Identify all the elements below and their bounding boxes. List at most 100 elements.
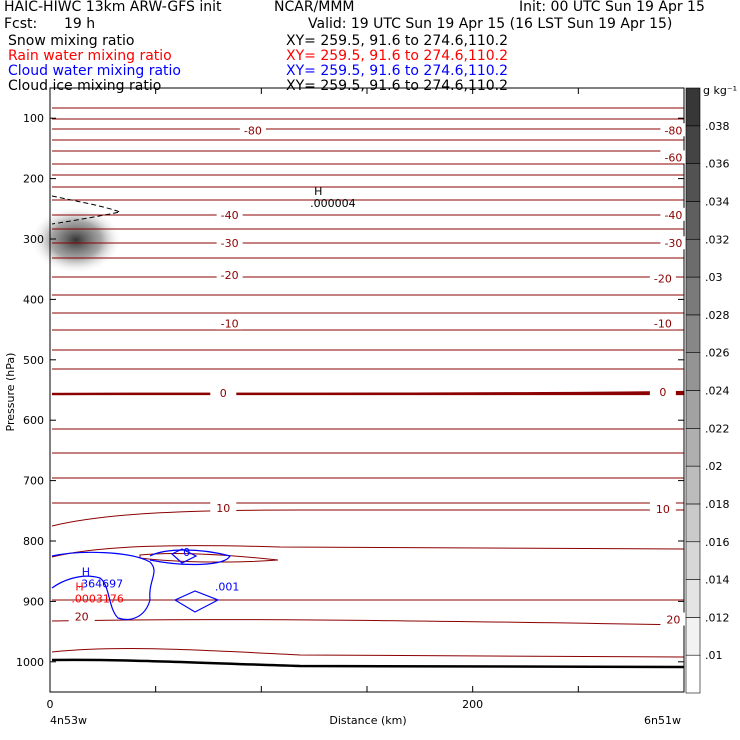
isotherm-line xyxy=(51,509,684,527)
colorbar-tick-label: .018 xyxy=(705,498,730,511)
isotherm-label-bg xyxy=(649,501,676,515)
isotherms xyxy=(51,107,685,658)
colorbar-cell xyxy=(685,428,701,467)
isotherm-label-bg xyxy=(68,609,95,623)
fcst-label: Fcst: xyxy=(4,16,38,32)
isotherm-label: -10 xyxy=(221,318,239,331)
colorbar: .01 .012 .014 .016 .018 .02 .022 .024 .026 .028 .0… xyxy=(685,87,730,694)
field-xy-cloud-water: XY= 259.5, 91.6 to 274.6,110.2 xyxy=(286,63,509,79)
terrain-line xyxy=(51,658,685,669)
x-tick-label: 0 xyxy=(47,698,54,711)
cloud-ice-shading xyxy=(30,206,122,274)
y-tick-label: 500 xyxy=(23,354,44,367)
colorbar-cell xyxy=(685,238,701,278)
colorbar-tick-label: .026 xyxy=(705,347,730,360)
colorbar-cell xyxy=(685,314,701,353)
freezing-level xyxy=(51,390,685,396)
x-end-label: 6n51w xyxy=(644,714,681,727)
colorbar-tick-label: .024 xyxy=(705,385,730,398)
center-label: NCAR/MMM xyxy=(274,0,355,15)
isotherm-label: -20 xyxy=(654,272,672,285)
colorbar-tick-label: .02 xyxy=(705,460,723,473)
x-tick-label: 200 xyxy=(462,698,483,711)
isotherm-label-bg xyxy=(216,236,243,250)
colorbar-cell xyxy=(685,579,701,618)
isotherm-label: -80 xyxy=(244,124,262,137)
y-tick-label: 1000 xyxy=(16,656,44,669)
fcst-value: 19 h xyxy=(64,16,96,32)
isotherm-label-bg xyxy=(210,386,237,400)
extremum-symbol: H xyxy=(75,580,83,593)
colorbar-cell xyxy=(685,87,701,127)
isotherm-label-bg xyxy=(649,271,676,285)
extremum-value: .364697 xyxy=(78,577,124,590)
colorbar-cell xyxy=(685,465,701,505)
y-tick-label: 700 xyxy=(23,475,44,488)
isotherm-label: 20 xyxy=(75,611,89,624)
colorbar-tick-label: .032 xyxy=(705,233,730,246)
colorbar-cell xyxy=(685,503,701,543)
colorbar-cell xyxy=(685,276,701,316)
isotherm-label: 10 xyxy=(656,503,670,516)
field-xy-snow: XY= 259.5, 91.6 to 274.6,110.2 xyxy=(286,33,509,49)
isotherm-label-bg xyxy=(649,384,676,398)
colorbar-tick-label: .038 xyxy=(705,120,730,133)
isotherm-label: -20 xyxy=(221,269,239,282)
field-name-rain: Rain water mixing ratio xyxy=(8,48,172,64)
isotherm-line xyxy=(51,619,685,626)
colorbar-tick-label: .034 xyxy=(705,195,730,208)
colorbar-tick-label: .028 xyxy=(705,309,730,322)
colorbar-tick-label: .036 xyxy=(705,158,730,171)
isotherm-label: 20 xyxy=(666,614,680,627)
cloud-water-contours xyxy=(51,548,231,621)
colorbar-tick-label: .016 xyxy=(705,536,730,549)
colorbar-cell xyxy=(685,201,701,240)
isotherm-label-bg xyxy=(216,207,243,221)
cloud-water-label: 0 xyxy=(183,546,190,559)
isotherm-line xyxy=(139,553,279,563)
extremum-symbol: H xyxy=(82,565,90,578)
isotherm-label-bg xyxy=(660,612,687,626)
colorbar-tick-label: .01 xyxy=(705,649,723,662)
isotherm-label-bg xyxy=(649,316,676,330)
plot-frame xyxy=(49,87,685,693)
isotherm-label-bg xyxy=(239,123,266,137)
init-time: Init: 00 UTC Sun 19 Apr 15 xyxy=(519,0,705,15)
cloud-water-outline xyxy=(51,551,155,621)
colorbar-cell xyxy=(685,654,701,694)
field-name-snow: Snow mixing ratio xyxy=(8,33,135,49)
y-axis-title: Pressure (hPa) xyxy=(4,353,17,432)
y-tick-label: 100 xyxy=(23,112,44,125)
x-start-label: 4n53w xyxy=(50,714,87,727)
y-tick-label: 600 xyxy=(23,414,44,427)
isotherm-label-bg xyxy=(660,123,687,137)
isotherm-label: 0 xyxy=(220,387,227,400)
valid-time: Valid: 19 UTC Sun 19 Apr 15 (16 LST Sun … xyxy=(308,16,673,32)
cloud-water-outline xyxy=(170,548,198,564)
isotherm-label: 10 xyxy=(216,502,230,515)
isotherm-label: -60 xyxy=(664,151,682,164)
model-title: HAIC-HIWC 13km ARW-GFS init xyxy=(4,0,222,15)
colorbar-cell xyxy=(685,352,701,391)
extremum-symbol: H xyxy=(314,185,322,198)
cloud-water-outline xyxy=(149,549,231,566)
y-tick-label: 400 xyxy=(23,293,44,306)
colorbar-cell xyxy=(685,541,701,580)
y-tick-label: 800 xyxy=(23,535,44,548)
colorbar-tick-label: .03 xyxy=(705,271,723,284)
isotherm-line xyxy=(51,648,685,658)
isotherm-label: -80 xyxy=(664,124,682,137)
isotherm-label: -30 xyxy=(221,237,239,250)
isotherm-label: -30 xyxy=(664,237,682,250)
colorbar-unit: g kg⁻¹ xyxy=(703,84,737,97)
isotherm-line xyxy=(51,545,685,558)
field-name-cloud-water: Cloud water mixing ratio xyxy=(8,63,181,79)
colorbar-tick-label: .014 xyxy=(705,574,730,587)
cloud-water-label: .001 xyxy=(215,580,240,593)
colorbar-cell xyxy=(685,163,701,202)
isotherm-label: 0 xyxy=(659,386,666,399)
field-xy-cloud-ice: XY= 259.5, 91.6 to 274.6,110.2 xyxy=(286,78,509,94)
y-tick-label: 900 xyxy=(23,595,44,608)
isotherm-label-bg xyxy=(216,316,243,330)
